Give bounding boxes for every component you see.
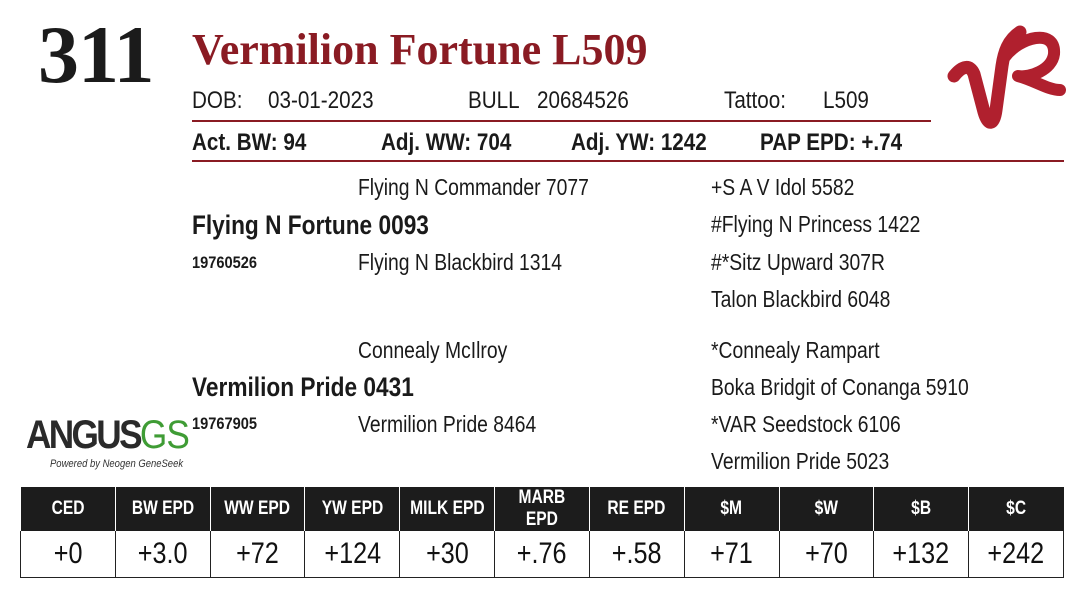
dam-dam-sire: *VAR Seedstock 6106 bbox=[711, 411, 901, 437]
pap-epd: PAP EPD: +.74 bbox=[760, 129, 903, 156]
epd-header-milk: MILK EPD bbox=[399, 487, 495, 531]
epd-value-b: +132 bbox=[873, 531, 969, 578]
sire-sire: Flying N Commander 7077 bbox=[358, 174, 589, 200]
angus-gs-logo: ANGUSGS Powered by Neogen GeneSeek bbox=[26, 413, 190, 477]
adj-ww: Adj. WW: 704 bbox=[381, 129, 512, 156]
epd-value-c: +242 bbox=[968, 531, 1064, 578]
epd-header-b: $B bbox=[873, 487, 969, 531]
epd-header-row: CED BW EPD WW EPD YW EPD MILK EPD MARB E… bbox=[20, 487, 1064, 531]
epd-header-ww: WW EPD bbox=[209, 487, 305, 531]
dam-sire-dam: Boka Bridgit of Conanga 5910 bbox=[711, 374, 969, 400]
dob-label: DOB: bbox=[192, 87, 243, 114]
dob-value: 03-01-2023 bbox=[268, 87, 374, 114]
sire-dam: Flying N Blackbird 1314 bbox=[358, 249, 563, 275]
epd-header-bw: BW EPD bbox=[114, 487, 211, 531]
angus-logo-word: ANGUS bbox=[26, 413, 143, 457]
dam-dam: Vermilion Pride 8464 bbox=[358, 411, 537, 437]
sire-sire-dam: #Flying N Princess 1422 bbox=[711, 211, 921, 237]
angus-logo-gs: GS bbox=[139, 413, 190, 457]
epd-header-w: $W bbox=[778, 487, 874, 531]
lot-number: 311 bbox=[38, 9, 154, 100]
dam-registration: 19767905 bbox=[192, 414, 258, 433]
act-bw: Act. BW: 94 bbox=[192, 129, 307, 156]
dam-sire: Connealy McIlroy bbox=[358, 337, 508, 363]
sire-registration: 19760526 bbox=[192, 253, 258, 272]
epd-value-m: +71 bbox=[683, 531, 779, 578]
epd-value-bw: +3.0 bbox=[114, 531, 211, 578]
angus-logo-tagline: Powered by Neogen GeneSeek bbox=[50, 458, 184, 470]
epd-header-re: RE EPD bbox=[588, 487, 685, 531]
dam-dam-dam: Vermilion Pride 5023 bbox=[711, 448, 890, 474]
epd-value-marb: +.76 bbox=[494, 531, 590, 578]
epd-value-re: +.58 bbox=[588, 531, 685, 578]
epd-value-yw: +124 bbox=[304, 531, 400, 578]
divider-rule bbox=[192, 160, 1064, 162]
epd-value-milk: +30 bbox=[399, 531, 495, 578]
epd-value-w: +70 bbox=[778, 531, 874, 578]
epd-header-m: $M bbox=[683, 487, 779, 531]
registration-number: 20684526 bbox=[537, 87, 629, 114]
vr-brand-logo bbox=[947, 25, 1066, 129]
epd-header-ced: CED bbox=[20, 487, 116, 531]
sex-label: BULL bbox=[468, 87, 520, 114]
epd-value-ww: +72 bbox=[209, 531, 305, 578]
animal-name: Vermilion Fortune L509 bbox=[192, 25, 648, 74]
sire-name: Flying N Fortune 0093 bbox=[192, 210, 429, 240]
epd-header-c: $C bbox=[968, 487, 1064, 531]
tattoo-label: Tattoo: bbox=[724, 87, 786, 114]
divider-rule bbox=[192, 120, 931, 122]
sire-sire-sire: +S A V Idol 5582 bbox=[711, 174, 855, 200]
epd-header-marb: MARB EPD bbox=[494, 487, 590, 531]
sire-dam-sire: #*Sitz Upward 307R bbox=[711, 249, 885, 275]
tattoo-value: L509 bbox=[823, 87, 869, 114]
angus-logo-wordmark: ANGUSGS bbox=[26, 413, 190, 457]
epd-table: CED BW EPD WW EPD YW EPD MILK EPD MARB E… bbox=[20, 487, 1064, 578]
dam-name: Vermilion Pride 0431 bbox=[192, 372, 414, 402]
sire-dam-dam: Talon Blackbird 6048 bbox=[711, 286, 891, 312]
adj-yw: Adj. YW: 1242 bbox=[571, 129, 707, 156]
epd-value-ced: +0 bbox=[20, 531, 116, 578]
epd-header-yw: YW EPD bbox=[304, 487, 400, 531]
dam-sire-sire: *Connealy Rampart bbox=[711, 337, 880, 363]
epd-value-row: +0 +3.0 +72 +124 +30 +.76 +.58 +71 +70 +… bbox=[20, 531, 1064, 578]
